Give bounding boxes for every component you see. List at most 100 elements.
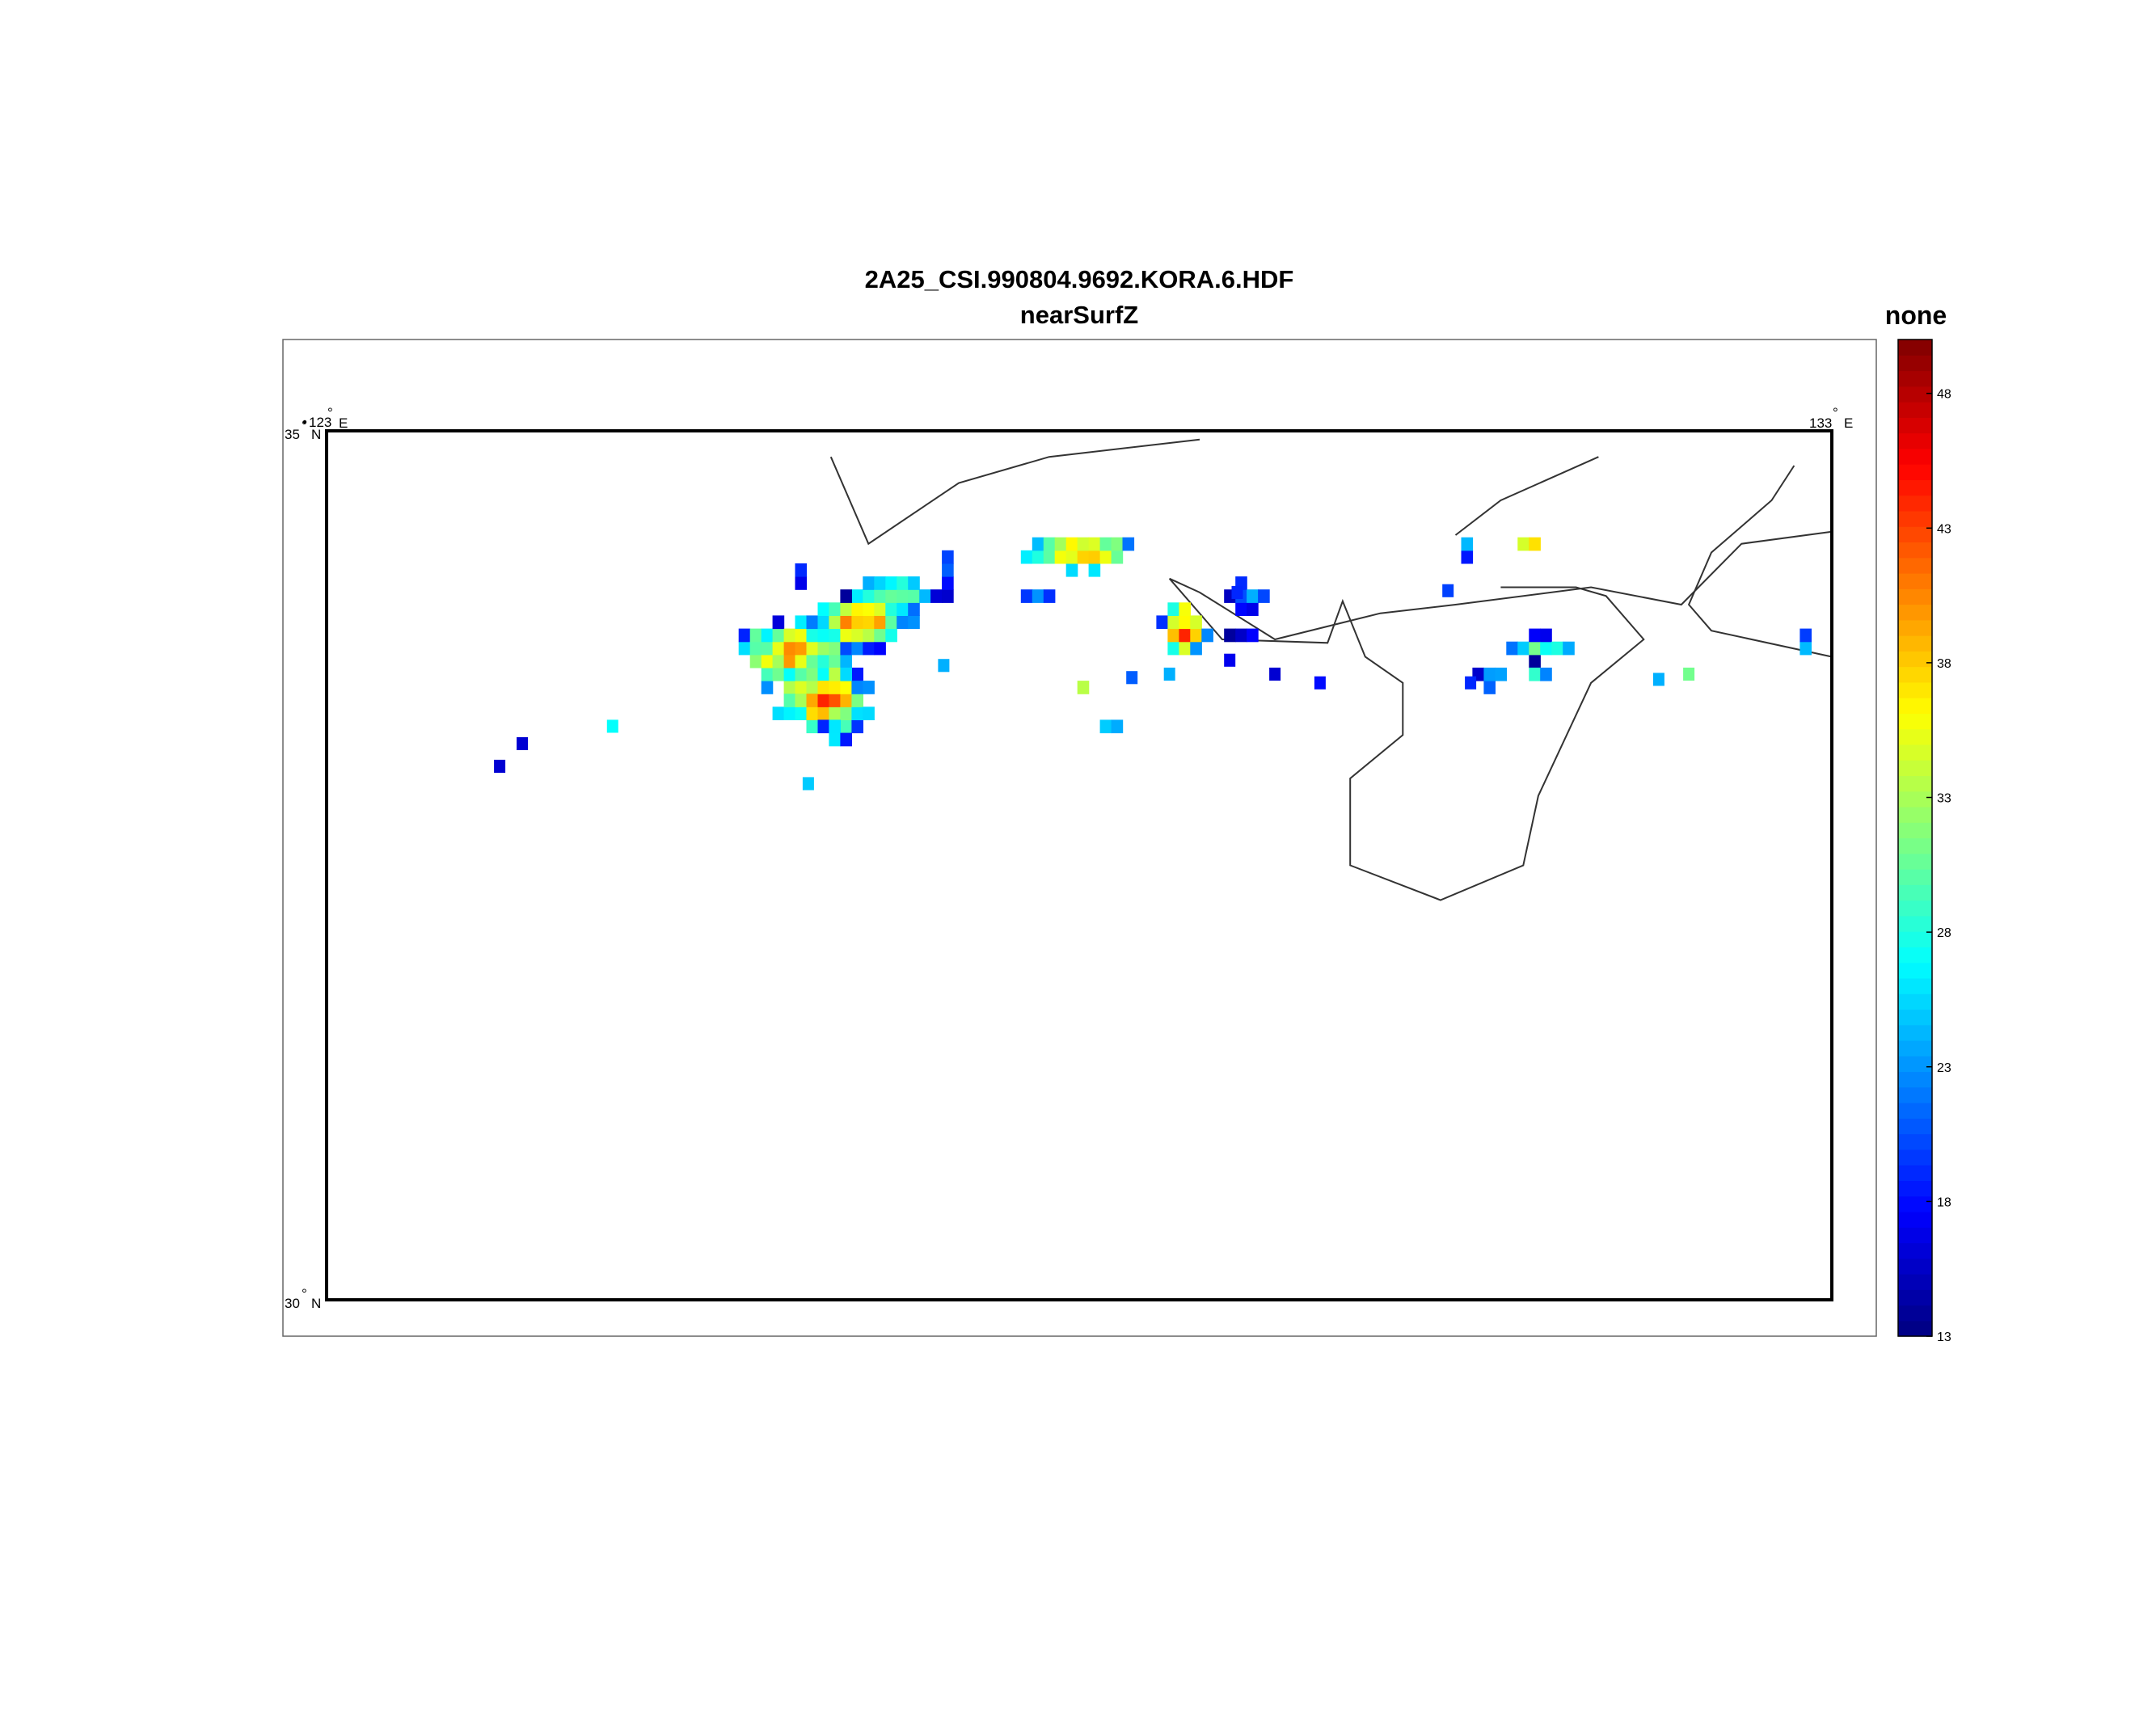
reflectivity-cell	[749, 628, 762, 643]
reflectivity-cell	[863, 576, 875, 590]
colorbar-swatch	[1898, 604, 1932, 621]
colorbar-swatch	[1898, 526, 1932, 543]
colorbar-swatch	[1898, 1040, 1932, 1057]
reflectivity-cell	[897, 615, 909, 630]
reflectivity-cell	[817, 628, 830, 643]
reflectivity-cell	[795, 681, 808, 694]
reflectivity-cell	[908, 615, 920, 630]
reflectivity-cell	[1529, 641, 1541, 656]
reflectivity-cell	[817, 667, 830, 681]
reflectivity-cell	[761, 667, 774, 681]
colorbar-swatch	[1898, 915, 1932, 932]
reflectivity-cell	[1517, 641, 1529, 656]
reflectivity-cell	[840, 719, 852, 734]
reflectivity-cell	[1111, 537, 1124, 551]
reflectivity-cell	[863, 615, 875, 630]
colorbar-swatch	[1898, 1133, 1932, 1150]
colorbar-tick-label: 33	[1937, 792, 1951, 806]
reflectivity-cell	[1179, 615, 1191, 630]
reflectivity-cell	[942, 589, 954, 603]
reflectivity-cell	[1517, 537, 1529, 551]
reflectivity-cell	[840, 641, 852, 656]
reflectivity-cell	[863, 641, 875, 656]
reflectivity-cell	[942, 576, 954, 590]
reflectivity-cell	[930, 589, 943, 603]
reflectivity-cell	[829, 694, 841, 707]
reflectivity-cell	[1122, 537, 1135, 551]
reflectivity-cell	[863, 628, 875, 643]
reflectivity-cell	[817, 602, 830, 616]
reflectivity-cell	[1529, 667, 1541, 681]
reflectivity-cell	[863, 681, 875, 694]
reflectivity-cell	[1167, 602, 1179, 616]
colorbar-swatch	[1898, 1227, 1932, 1244]
reflectivity-cell	[829, 706, 841, 720]
colorbar-swatch	[1898, 1149, 1932, 1166]
reflectivity-cell	[874, 576, 886, 590]
colorbar-swatch	[1898, 557, 1932, 574]
reflectivity-cell	[738, 628, 751, 643]
colorbar-swatch	[1898, 728, 1932, 745]
reflectivity-cell	[829, 641, 841, 656]
figure-subtitle: nearSurfZ	[1020, 301, 1138, 329]
lon-label-west: 123 ° E	[302, 405, 348, 431]
lat-tick-label-30: 30	[285, 1296, 300, 1311]
north-suffix: N	[311, 427, 321, 442]
reflectivity-cell	[817, 641, 830, 656]
reflectivity-cell	[1065, 537, 1078, 551]
reflectivity-cell	[1167, 628, 1179, 643]
colorbar-swatch	[1898, 1242, 1932, 1259]
reflectivity-cell	[829, 628, 841, 643]
reflectivity-cell	[885, 602, 897, 616]
reflectivity-cell	[806, 641, 819, 656]
reflectivity-cell	[817, 681, 830, 694]
reflectivity-cell	[817, 719, 830, 734]
reflectivity-cell	[1551, 641, 1563, 656]
reflectivity-cell	[863, 589, 875, 603]
reflectivity-cell	[795, 706, 808, 720]
colorbar-tick-label: 38	[1937, 657, 1951, 671]
colorbar-swatch	[1898, 1196, 1932, 1213]
reflectivity-cell	[840, 654, 852, 668]
colorbar-swatch	[1898, 962, 1932, 979]
reflectivity-cells	[494, 537, 1812, 791]
reflectivity-cell	[1529, 537, 1541, 551]
reflectivity-cell	[1032, 550, 1044, 564]
reflectivity-cell	[795, 576, 808, 590]
reflectivity-point	[1652, 673, 1664, 686]
reflectivity-cell	[761, 641, 774, 656]
reflectivity-cell	[840, 615, 852, 630]
reflectivity-cell	[1156, 615, 1168, 630]
colorbar-swatch	[1898, 791, 1932, 808]
colorbar-swatch	[1898, 666, 1932, 683]
reflectivity-cell	[795, 654, 808, 668]
degree-mark: °	[1833, 405, 1838, 420]
colorbar-tick-label: 18	[1937, 1196, 1951, 1209]
reflectivity-cell	[829, 681, 841, 694]
reflectivity-cell	[817, 694, 830, 707]
reflectivity-cell	[942, 563, 954, 577]
colorbar-swatch	[1898, 884, 1932, 901]
colorbar-tick-label: 23	[1937, 1061, 1951, 1075]
reflectivity-cell	[1043, 550, 1056, 564]
east-suffix: E	[1844, 415, 1853, 431]
reflectivity-cell	[840, 628, 852, 643]
reflectivity-cell	[829, 654, 841, 668]
reflectivity-point	[1683, 667, 1695, 681]
colorbar-tick-label: 28	[1937, 926, 1951, 940]
colorbar-swatch	[1898, 900, 1932, 917]
reflectivity-cell	[1540, 667, 1552, 681]
colorbar-swatch	[1898, 370, 1932, 387]
reflectivity-cell	[749, 641, 762, 656]
colorbar-swatch	[1898, 947, 1932, 964]
reflectivity-cell	[840, 706, 852, 720]
reflectivity-cell	[817, 706, 830, 720]
colorbar-swatch	[1898, 806, 1932, 823]
lat-label-south: 30 ° N	[285, 1286, 321, 1311]
reflectivity-cell	[829, 602, 841, 616]
reflectivity-cell	[1179, 628, 1191, 643]
reflectivity-cell	[829, 732, 841, 747]
reflectivity-point	[1269, 667, 1281, 681]
reflectivity-cell	[1224, 628, 1236, 643]
reflectivity-cell	[1529, 628, 1541, 643]
